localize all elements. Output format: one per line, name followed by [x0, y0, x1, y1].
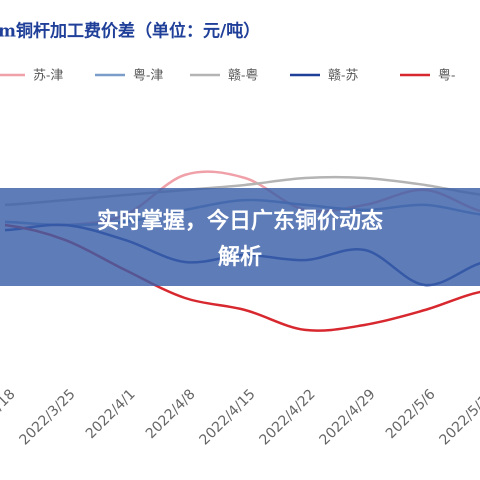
overlay-title: 实时掌握，今日广东铜价动态 — [97, 208, 383, 234]
overlay-banner — [0, 188, 480, 286]
x-tick-label: 2022/4/29 — [317, 386, 379, 448]
x-tick-label: 2022/4/15 — [197, 386, 259, 448]
x-tick-label: 2022/4/22 — [257, 386, 319, 448]
legend-label: 赣-粤 — [228, 68, 258, 84]
x-tick-label: 2022/5/6 — [383, 386, 439, 442]
chart-title: m铜杆加工费价差（单位：元/吨） — [0, 21, 260, 42]
legend-label: 粤-津 — [133, 68, 163, 84]
x-tick-label: 2022/4/8 — [143, 386, 199, 442]
legend-label: 苏-津 — [33, 68, 63, 84]
legend-label: 赣-苏 — [328, 68, 358, 84]
x-tick-label: 2022/5/13 — [437, 386, 480, 448]
legend-label: 粤- — [438, 68, 455, 84]
overlay-title: 解析 — [218, 244, 262, 270]
x-tick-label: 2022/3/18 — [0, 386, 19, 448]
x-tick-label: 2022/4/1 — [83, 386, 139, 442]
x-tick-label: 2022/3/25 — [17, 386, 79, 448]
